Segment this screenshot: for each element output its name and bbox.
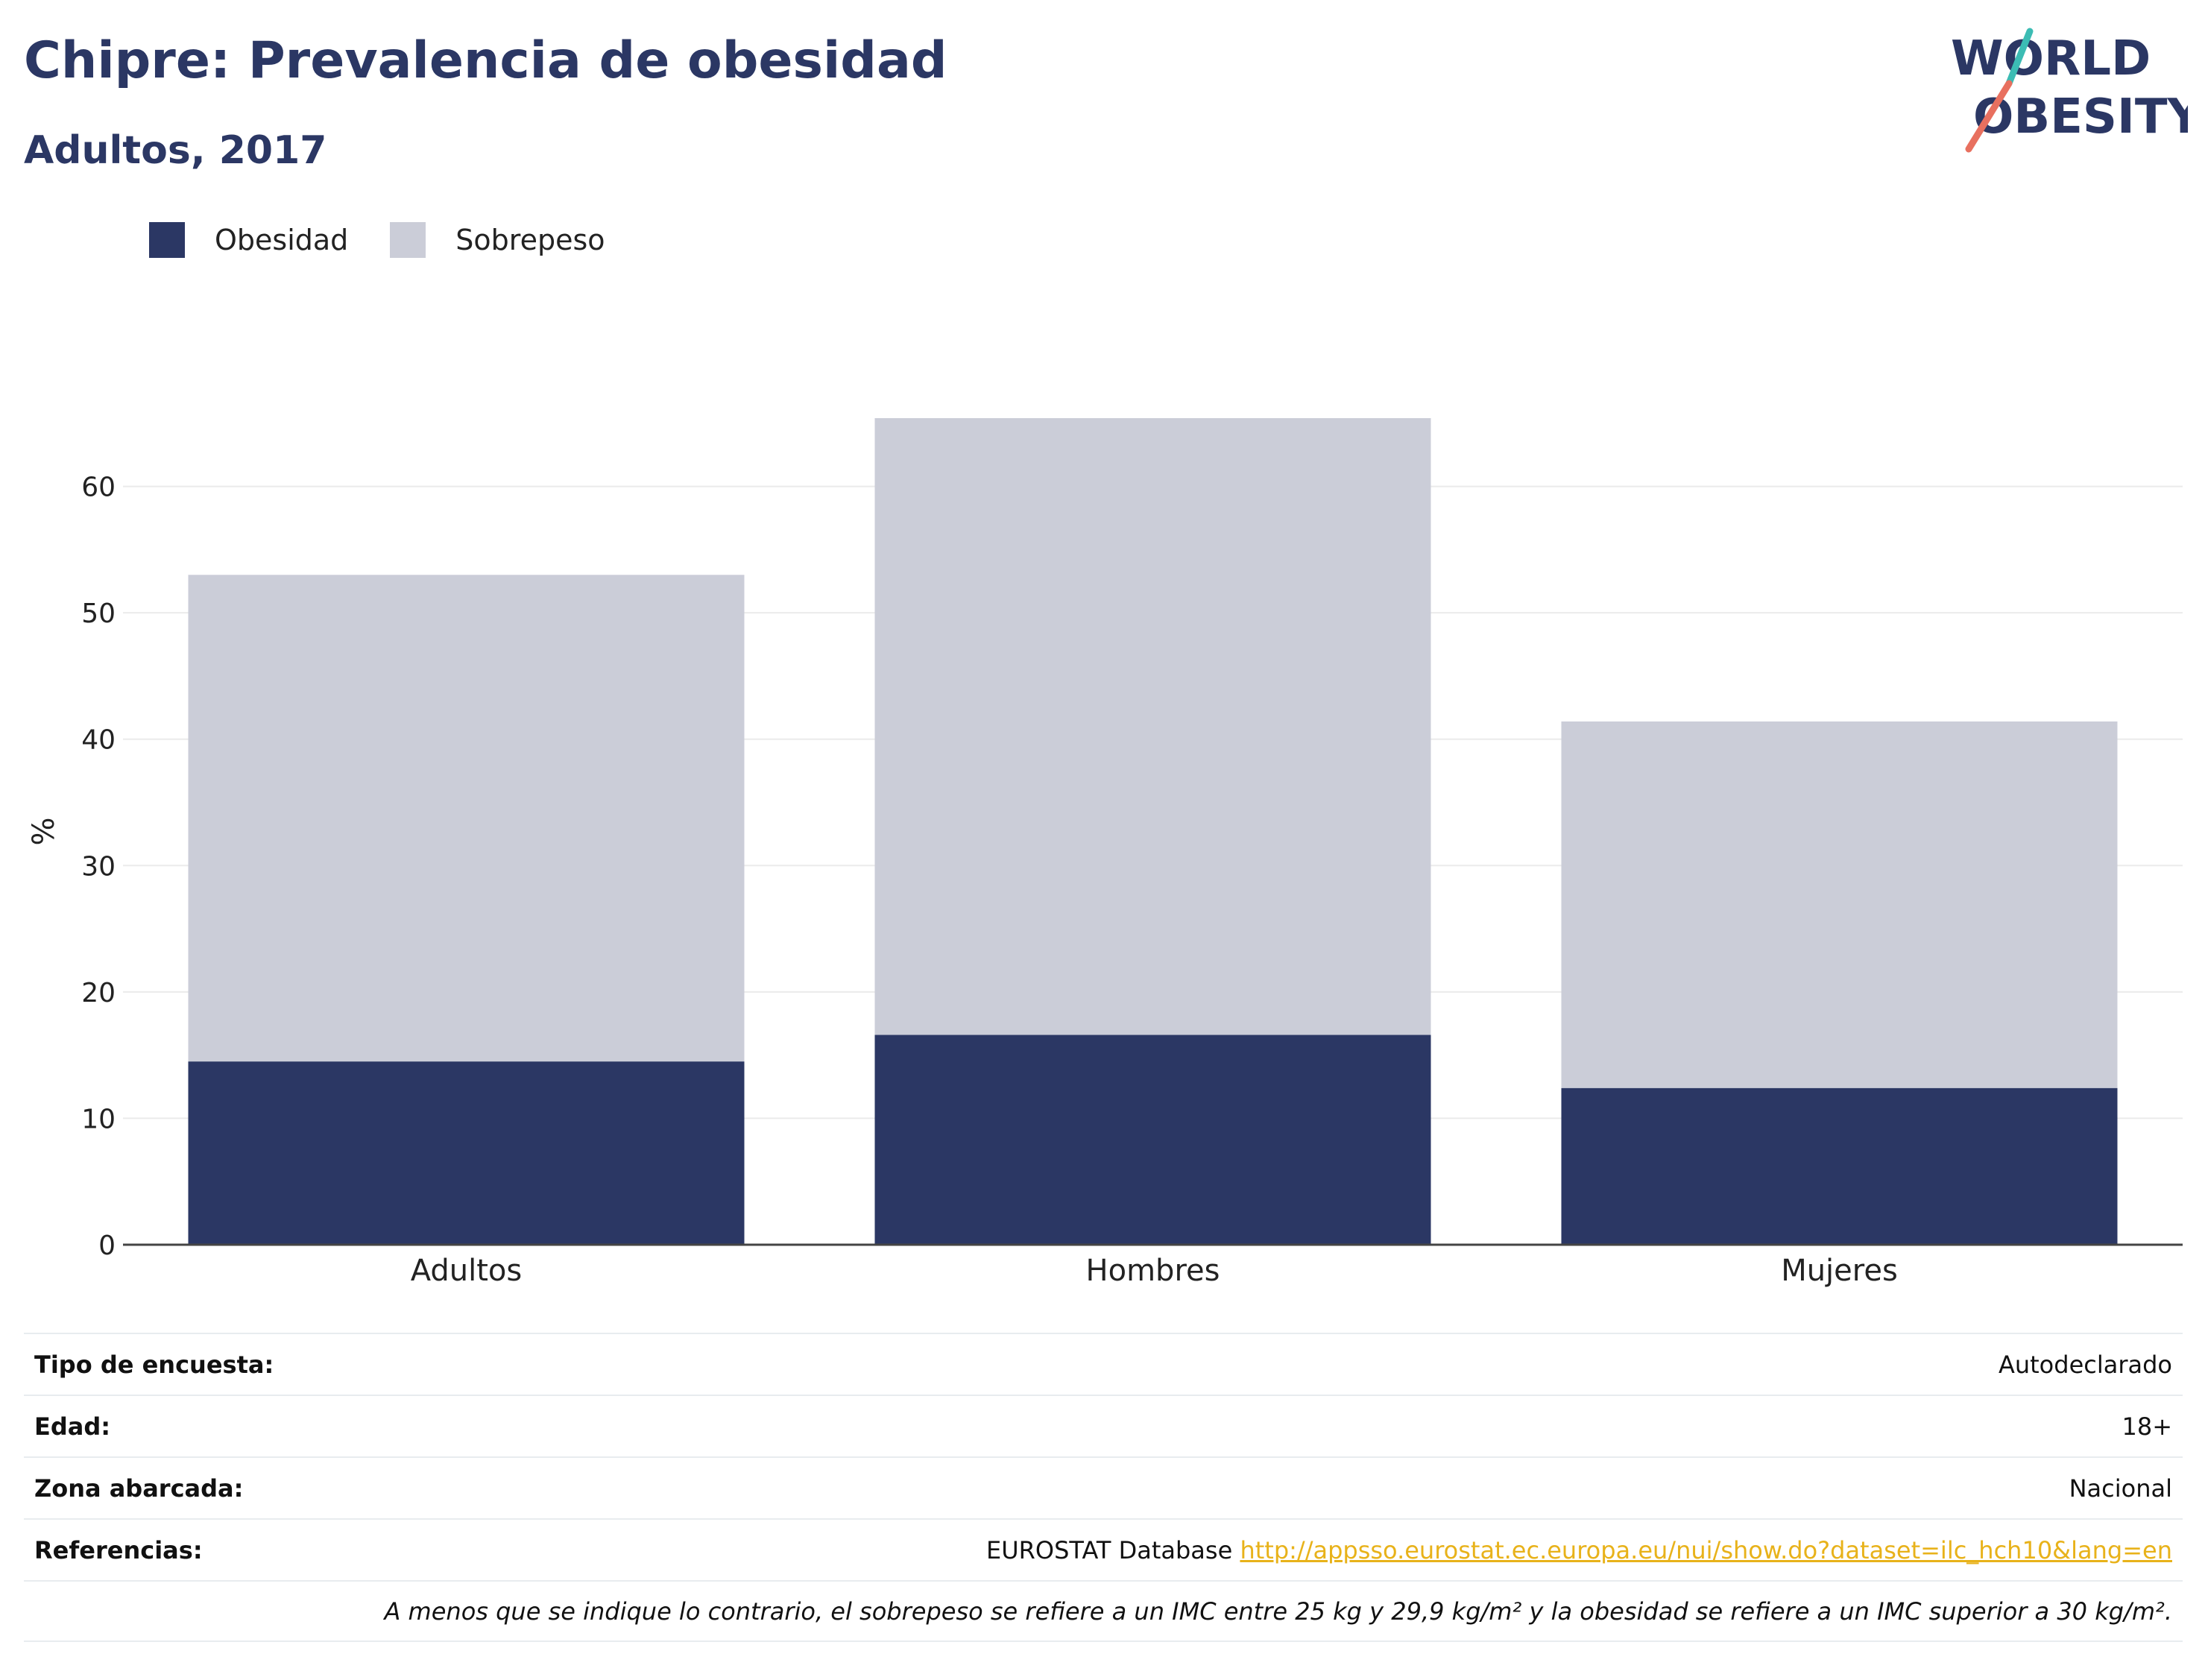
info-row-area: Zona abarcada: Nacional <box>24 1456 2183 1518</box>
info-row-references: Referencias: EUROSTAT Database http://ap… <box>24 1518 2183 1580</box>
info-label: Tipo de encuesta: <box>34 1350 274 1379</box>
y-tick-label: 60 <box>81 473 116 503</box>
info-label: Referencias: <box>34 1535 203 1564</box>
info-row-survey-type: Tipo de encuesta: Autodeclarado <box>24 1333 2183 1395</box>
logo-word-2: OBESITY <box>1973 89 2188 145</box>
y-axis-label: % <box>27 817 61 845</box>
y-tick-label: 10 <box>81 1104 116 1134</box>
y-tick-label: 0 <box>98 1231 116 1261</box>
y-tick-label: 50 <box>81 599 116 629</box>
x-tick-label: Hombres <box>1086 1254 1220 1288</box>
info-value: Autodeclarado <box>1998 1350 2172 1379</box>
info-value: 18+ <box>2122 1412 2172 1441</box>
bar-obesidad-mujeres <box>1561 1087 2118 1245</box>
legend: Obesidad Sobrepeso <box>149 222 647 258</box>
logo-word-1: WORLD <box>1951 31 2151 86</box>
bar-sobrepeso-mujeres <box>1561 721 2118 1088</box>
legend-swatch-obesidad <box>149 222 185 258</box>
y-tick-label: 40 <box>81 725 116 756</box>
y-tick-label: 20 <box>81 978 116 1008</box>
bar-sobrepeso-adultos <box>188 575 745 1062</box>
legend-swatch-sobrepeso <box>390 222 426 258</box>
references-text: EUROSTAT Database <box>986 1535 1233 1564</box>
info-value: Nacional <box>2069 1474 2172 1503</box>
bar-obesidad-hombres <box>874 1035 1431 1245</box>
bar-obesidad-adultos <box>188 1061 745 1245</box>
legend-label-obesidad: Obesidad <box>215 224 349 256</box>
info-row-footnote: A menos que se indique lo contrario, el … <box>24 1580 2183 1642</box>
bar-sobrepeso-hombres <box>874 418 1431 1035</box>
info-label: Zona abarcada: <box>34 1474 244 1503</box>
legend-item-sobrepeso[interactable]: Sobrepeso <box>390 222 605 258</box>
info-table: Tipo de encuesta: Autodeclarado Edad: 18… <box>24 1333 2183 1642</box>
chart-title: Chipre: Prevalencia de obesidad <box>24 31 947 90</box>
chart-subtitle: Adultos, 2017 <box>24 128 327 173</box>
references-value: EUROSTAT Database http://appsso.eurostat… <box>986 1536 2172 1564</box>
info-label: Edad: <box>34 1412 111 1441</box>
legend-label-sobrepeso: Sobrepeso <box>455 224 605 256</box>
x-tick-label: Mujeres <box>1781 1254 1898 1288</box>
references-link[interactable]: http://appsso.eurostat.ec.europa.eu/nui/… <box>1240 1535 2172 1564</box>
x-tick-label: Adultos <box>411 1254 523 1288</box>
bar-chart: 0 10 20 30 40 50 60% Adultos Hombres Mujeres <box>27 418 2183 1288</box>
info-row-age: Edad: 18+ <box>24 1395 2183 1456</box>
y-tick-label: 30 <box>81 851 116 882</box>
footnote: A menos que se indique lo contrario, el … <box>384 1597 2172 1626</box>
world-obesity-logo: WORLD OBESITY <box>1951 28 2188 153</box>
legend-item-obesidad[interactable]: Obesidad <box>149 222 348 258</box>
